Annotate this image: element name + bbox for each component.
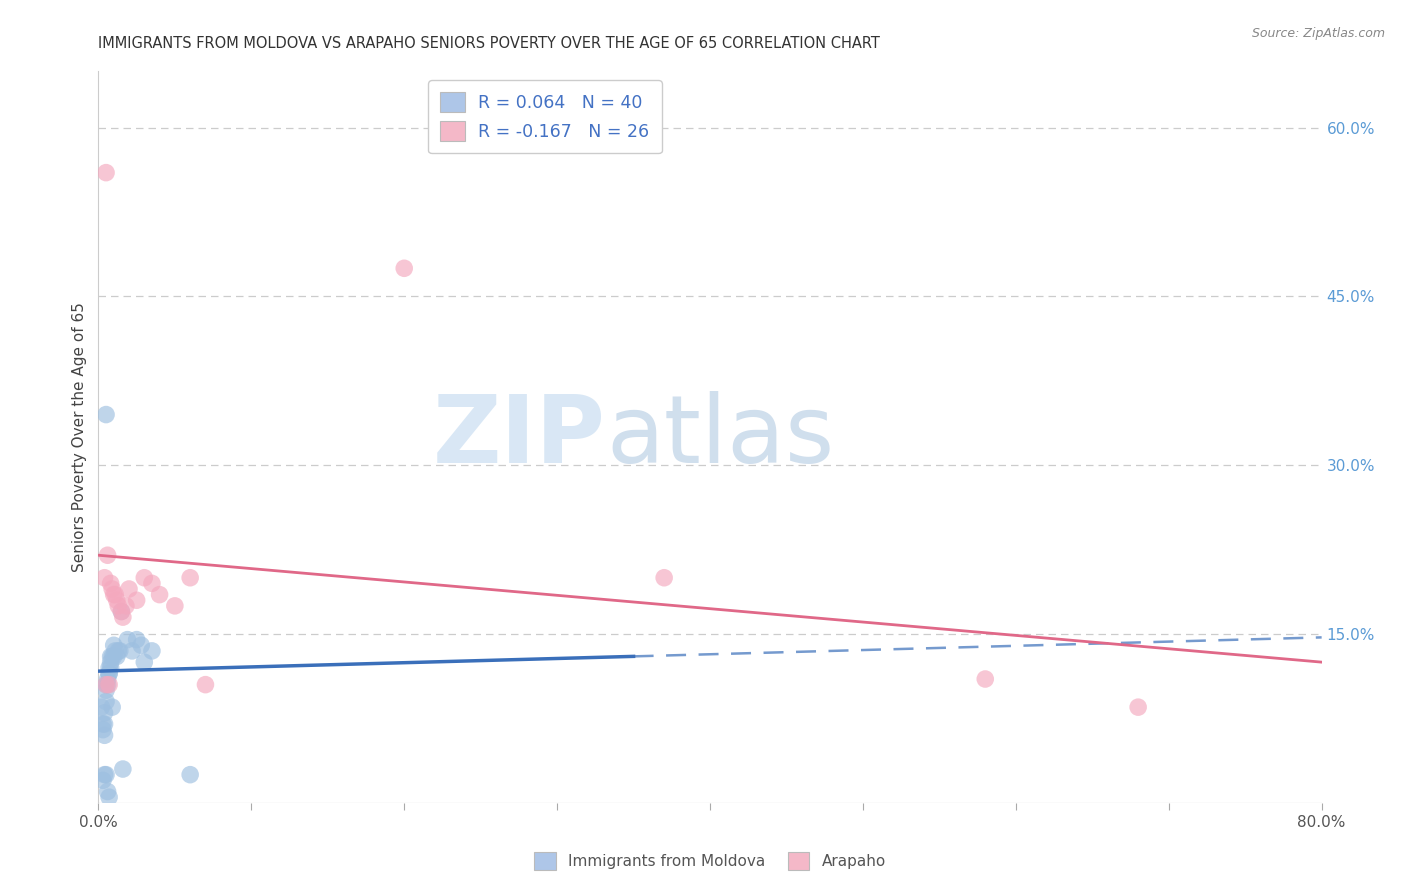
Point <box>90 700 112 714</box>
Point <box>107 644 129 658</box>
Point <box>97 784 120 798</box>
Point <box>101 582 124 596</box>
Point <box>110 605 132 619</box>
Point <box>93 717 115 731</box>
Point <box>94 678 117 692</box>
Point <box>103 649 125 664</box>
Point <box>94 166 117 180</box>
Point <box>91 723 114 737</box>
Point <box>98 790 121 805</box>
Point <box>94 767 117 781</box>
Point <box>98 678 121 692</box>
Point <box>94 683 117 698</box>
Y-axis label: Seniors Poverty Over the Age of 65: Seniors Poverty Over the Age of 65 <box>72 302 87 572</box>
Point <box>117 632 139 647</box>
Point <box>94 408 117 422</box>
Point <box>107 599 129 613</box>
Point <box>110 605 132 619</box>
Point <box>93 571 115 585</box>
Point <box>94 678 117 692</box>
Point <box>97 678 120 692</box>
Point <box>104 588 127 602</box>
Text: Source: ZipAtlas.com: Source: ZipAtlas.com <box>1251 27 1385 40</box>
Point <box>134 571 156 585</box>
Point <box>179 571 201 585</box>
Point <box>104 644 127 658</box>
Point <box>129 638 152 652</box>
Point <box>105 593 128 607</box>
Point <box>100 649 122 664</box>
Point <box>97 672 120 686</box>
Point <box>163 599 186 613</box>
Point <box>149 588 172 602</box>
Point <box>111 610 134 624</box>
Text: atlas: atlas <box>606 391 834 483</box>
Point <box>179 767 201 781</box>
Point <box>94 694 117 708</box>
Point <box>98 666 121 681</box>
Point <box>105 649 128 664</box>
Point <box>652 571 675 585</box>
Point <box>97 548 120 562</box>
Point <box>118 582 141 596</box>
Point <box>125 593 148 607</box>
Point <box>392 261 416 276</box>
Text: ZIP: ZIP <box>433 391 606 483</box>
Point <box>125 632 148 647</box>
Point <box>974 672 997 686</box>
Point <box>141 576 163 591</box>
Point <box>115 599 138 613</box>
Point <box>100 661 122 675</box>
Point <box>134 655 156 669</box>
Point <box>141 644 163 658</box>
Point <box>111 762 134 776</box>
Point <box>101 700 124 714</box>
Point <box>101 649 124 664</box>
Point <box>100 576 122 591</box>
Point <box>1128 700 1150 714</box>
Point <box>194 678 217 692</box>
Point <box>93 728 115 742</box>
Point <box>91 717 114 731</box>
Point <box>93 706 115 720</box>
Point <box>91 773 114 788</box>
Text: IMMIGRANTS FROM MOLDOVA VS ARAPAHO SENIORS POVERTY OVER THE AGE OF 65 CORRELATIO: IMMIGRANTS FROM MOLDOVA VS ARAPAHO SENIO… <box>98 36 880 51</box>
Point <box>98 666 121 681</box>
Point <box>98 661 121 675</box>
Point <box>103 638 125 652</box>
Point <box>108 644 131 658</box>
Point <box>93 767 115 781</box>
Point <box>121 644 143 658</box>
Legend: Immigrants from Moldova, Arapaho: Immigrants from Moldova, Arapaho <box>529 846 891 876</box>
Point <box>100 655 122 669</box>
Point <box>103 588 125 602</box>
